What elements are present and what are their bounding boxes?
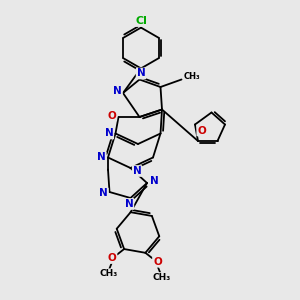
Text: CH₃: CH₃	[152, 273, 170, 282]
Text: N: N	[136, 68, 146, 79]
Text: CH₃: CH₃	[100, 269, 118, 278]
Text: O: O	[153, 257, 162, 267]
Text: N: N	[104, 128, 113, 139]
Text: N: N	[99, 188, 108, 199]
Text: N: N	[113, 86, 122, 97]
Text: Cl: Cl	[135, 16, 147, 26]
Text: N: N	[124, 199, 134, 209]
Text: O: O	[108, 253, 116, 263]
Text: N: N	[97, 152, 106, 163]
Text: CH₃: CH₃	[184, 72, 200, 81]
Text: N: N	[150, 176, 159, 187]
Text: N: N	[133, 166, 142, 176]
Text: O: O	[107, 110, 116, 121]
Text: O: O	[197, 125, 206, 136]
